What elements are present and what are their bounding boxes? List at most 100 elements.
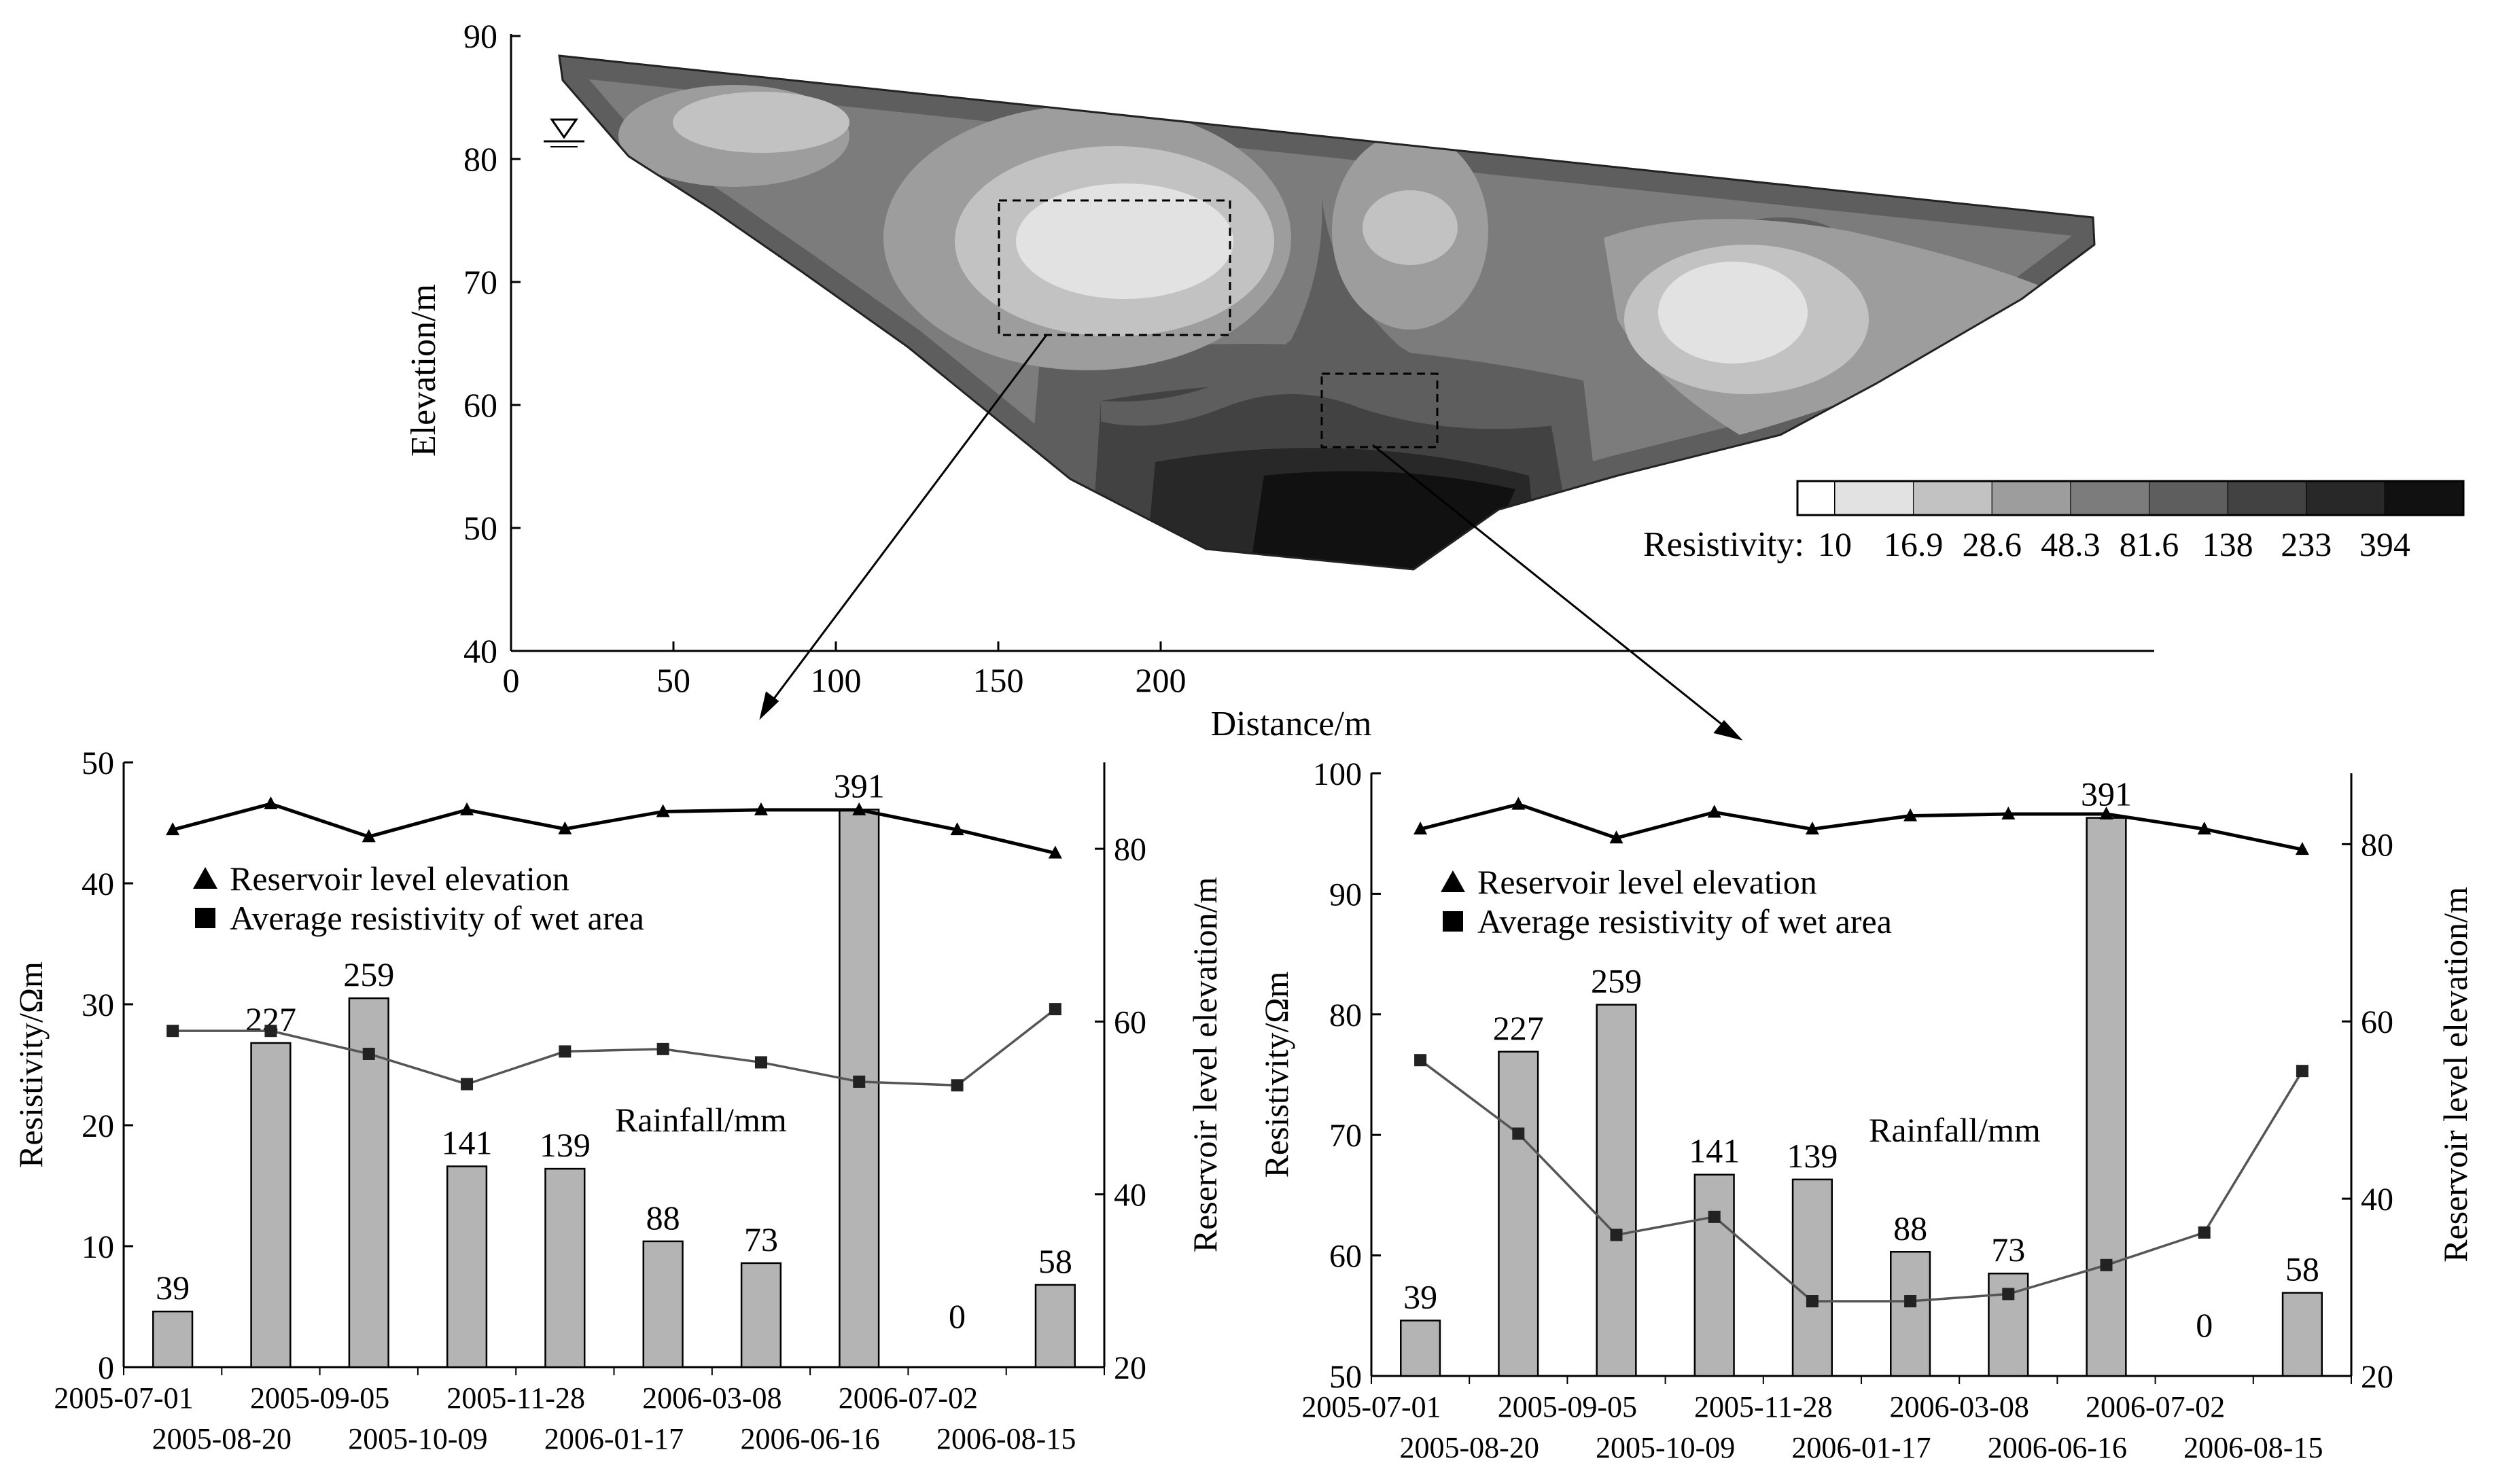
y-tick-label-left: 30 — [82, 987, 114, 1023]
legend-square-icon — [1443, 911, 1463, 932]
section-x-tick-label: 150 — [973, 661, 1024, 699]
x-tick-label: 2006-06-16 — [1988, 1431, 2127, 1464]
legend-label-reservoir: Reservoir level elevation — [230, 860, 569, 898]
resistivity-point — [1806, 1295, 1819, 1308]
section-y-label: Elevation/m — [404, 284, 443, 457]
resistivity-point — [559, 1045, 572, 1058]
x-tick-label: 2005-11-28 — [1694, 1390, 1833, 1424]
resistivity-point — [1904, 1295, 1917, 1308]
reservoir-point — [1511, 796, 1526, 810]
section-x-tick-label: 100 — [811, 661, 862, 699]
rainfall-label: Rainfall/mm — [1869, 1111, 2041, 1149]
y-tick-label-right: 80 — [1114, 832, 1146, 868]
x-tick-label: 2006-07-02 — [839, 1381, 978, 1415]
reservoir-point — [1609, 830, 1623, 844]
x-tick-label: 2005-07-01 — [1301, 1390, 1441, 1424]
scale-swatch — [2149, 480, 2228, 516]
resistivity-point — [1414, 1054, 1427, 1067]
reservoir-point — [166, 822, 180, 836]
rainfall-bar-label: 227 — [1493, 1009, 1544, 1047]
reservoir-point — [2001, 807, 2016, 820]
reservoir-point — [460, 802, 474, 815]
rainfall-bar — [2086, 817, 2127, 1377]
resistivity-point — [853, 1075, 866, 1088]
x-tick-label: 2005-11-28 — [446, 1381, 585, 1415]
reservoir-point — [1048, 845, 1062, 859]
x-tick-label: 2006-08-15 — [2183, 1431, 2323, 1464]
y-tick-label-left: 40 — [82, 866, 114, 902]
section-x-tick-label: 0 — [503, 661, 520, 699]
scale-swatch — [1797, 480, 1836, 516]
rainfall-bar-label: 391 — [834, 766, 885, 805]
x-tick-label: 2006-07-02 — [2086, 1390, 2225, 1424]
scale-value-label: 48.3 — [2041, 525, 2101, 563]
scale-swatch — [2227, 480, 2307, 516]
resistivity-point — [1512, 1127, 1525, 1140]
section-x-tick-label: 50 — [656, 661, 690, 699]
rainfall-bar — [642, 1240, 684, 1368]
resistivity-point — [2198, 1226, 2211, 1239]
rainfall-bar — [1890, 1251, 1931, 1377]
rainfall-bar — [152, 1310, 194, 1368]
section-x-label: Distance/m — [1211, 705, 1372, 743]
resistivity-line — [1420, 1059, 2304, 1303]
reservoir-point — [362, 829, 376, 843]
resistivity-legend-title: Resistivity: — [1643, 525, 1804, 564]
scale-value-label: 16.9 — [1884, 525, 1944, 563]
water-level-icon — [544, 118, 584, 147]
section-y-tick-label: 50 — [463, 509, 497, 547]
rainfall-bar-label: 73 — [744, 1220, 778, 1258]
rainfall-bar-label: 88 — [1893, 1209, 1927, 1247]
section-x-tick-label: 200 — [1136, 661, 1187, 699]
x-tick-label: 2005-08-20 — [152, 1422, 292, 1455]
rainfall-bar — [2281, 1292, 2323, 1377]
scale-value-label: 28.6 — [1963, 525, 2022, 563]
x-tick-label: 2006-06-16 — [740, 1422, 879, 1455]
rainfall-bar-label: 141 — [442, 1124, 493, 1162]
y-tick-label-left: 50 — [82, 745, 114, 781]
callout-arrows — [759, 334, 1743, 741]
y-axis-title-right: Reservoir level elevation/m — [2436, 887, 2474, 1262]
reservoir-point — [852, 802, 866, 815]
y-tick-label-left: 0 — [98, 1350, 114, 1386]
reservoir-point — [1707, 805, 1721, 818]
rainfall-bar-label: 0 — [2196, 1306, 2213, 1344]
rainfall-bar — [544, 1167, 586, 1368]
x-tick-label: 2005-10-09 — [1596, 1431, 1735, 1464]
chart-left-resistivity-timeseries: 0 10 20 30 40 50 20 40 60 80 2005-07-01 2005-09-05 2… — [12, 745, 1224, 1455]
reservoir-point — [2295, 842, 2309, 855]
y-tick-label-right: 20 — [2361, 1359, 2393, 1395]
resistivity-point — [951, 1079, 964, 1092]
legend-triangle-icon — [193, 867, 217, 889]
legend-label-resistivity: Average resistivity of wet area — [1477, 902, 1892, 940]
reservoir-point — [1805, 822, 1819, 835]
resistivity-point — [2296, 1065, 2308, 1078]
resistivity-section: 0 50 100 150 200 40 50 60 70 80 90 Distance/m Elev… — [404, 17, 2465, 743]
rainfall-bar-label: 58 — [2285, 1250, 2319, 1288]
reservoir-point — [1903, 808, 1918, 822]
rainfall-bar — [1791, 1178, 1833, 1377]
legend-label-resistivity: Average resistivity of wet area — [230, 899, 644, 937]
legend-square-icon — [195, 908, 215, 928]
resistivity-point — [2002, 1288, 2015, 1301]
resistivity-point — [1049, 1003, 1061, 1016]
section-y-tick-label: 90 — [463, 17, 497, 55]
rainfall-bar — [446, 1165, 488, 1368]
y-tick-label-left: 20 — [82, 1108, 114, 1144]
reservoir-point — [2197, 822, 2211, 835]
reservoir-point — [264, 796, 278, 810]
resistivity-point — [656, 1042, 669, 1055]
reservoir-point — [950, 822, 964, 836]
rainfall-label: Rainfall/mm — [615, 1101, 787, 1139]
x-tick-label: 2005-09-05 — [1498, 1390, 1637, 1424]
y-tick-label-left: 70 — [1329, 1118, 1362, 1154]
reservoir-point — [1413, 822, 1428, 835]
y-tick-label-left: 60 — [1329, 1239, 1362, 1275]
rainfall-bar-label: 58 — [1038, 1242, 1072, 1280]
resistivity-point — [264, 1025, 277, 1038]
y-tick-label-right: 20 — [1114, 1350, 1146, 1386]
y-axis-title-left: Resistivity/Ωm — [1257, 971, 1295, 1178]
reservoir-point — [2099, 807, 2113, 820]
section-y-tick-label: 60 — [463, 386, 497, 424]
x-tick-label: 2006-08-15 — [936, 1422, 1076, 1455]
